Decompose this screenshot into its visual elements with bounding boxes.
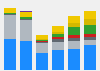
Bar	[84, 40, 96, 45]
Bar	[52, 37, 64, 39]
Bar	[52, 26, 64, 32]
Bar	[36, 53, 48, 70]
Bar	[36, 39, 48, 40]
Bar	[20, 11, 32, 12]
Bar	[20, 20, 32, 41]
Bar	[20, 41, 32, 70]
Bar	[4, 15, 16, 39]
Bar	[36, 42, 48, 43]
Bar	[52, 42, 64, 50]
Bar	[36, 43, 48, 53]
Bar	[36, 40, 48, 41]
Bar	[52, 50, 64, 70]
Bar	[20, 19, 32, 20]
Bar	[4, 14, 16, 15]
Bar	[20, 17, 32, 19]
Bar	[68, 27, 80, 35]
Bar	[84, 11, 96, 19]
Bar	[52, 34, 64, 37]
Bar	[84, 34, 96, 37]
Bar	[4, 8, 16, 13]
Bar	[36, 41, 48, 42]
Bar	[68, 41, 80, 49]
Bar	[52, 32, 64, 34]
Bar	[84, 37, 96, 40]
Bar	[20, 12, 32, 17]
Bar	[68, 38, 80, 41]
Bar	[52, 39, 64, 42]
Bar	[4, 39, 16, 70]
Bar	[84, 25, 96, 34]
Bar	[36, 35, 48, 39]
Bar	[68, 16, 80, 23]
Bar	[84, 45, 96, 70]
Bar	[4, 13, 16, 14]
Bar	[84, 19, 96, 25]
Bar	[68, 49, 80, 70]
Bar	[68, 35, 80, 38]
Bar	[68, 23, 80, 27]
